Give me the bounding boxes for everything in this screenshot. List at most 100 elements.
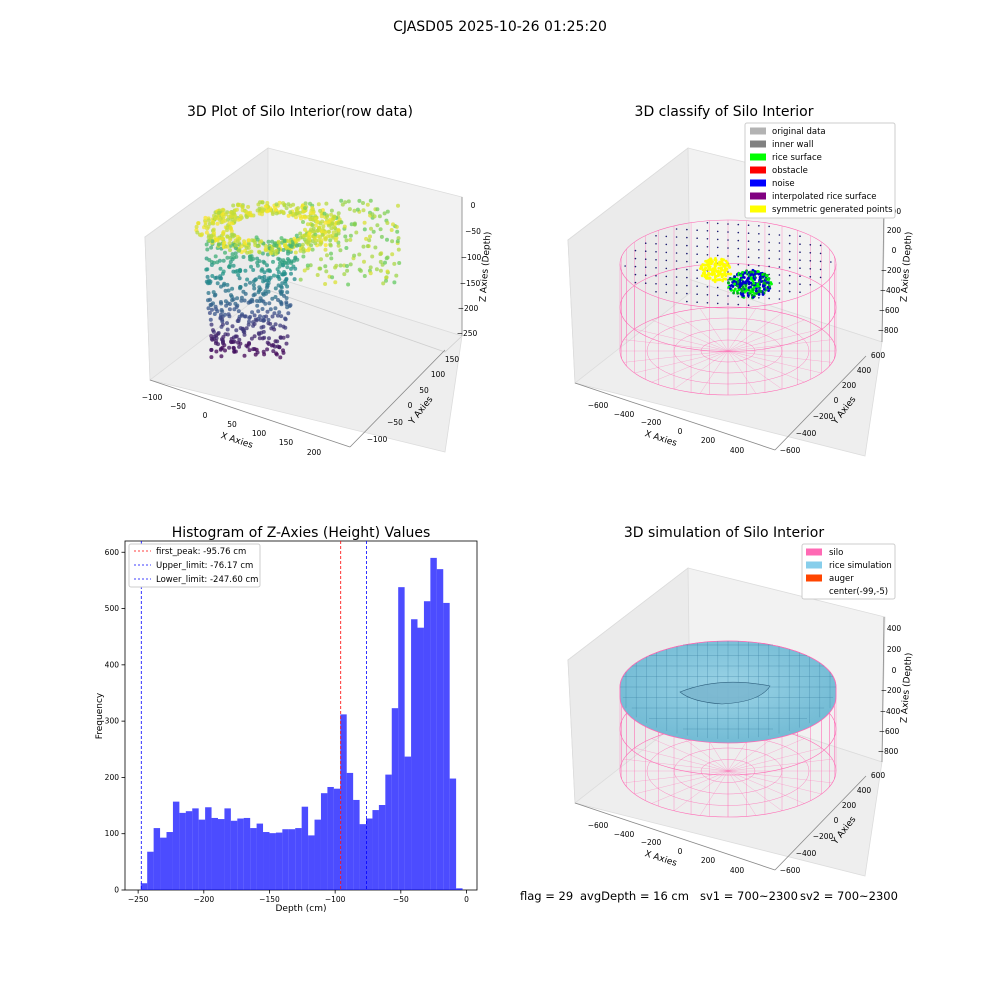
interpolated-point [686,236,688,239]
simulation-xtick: 400 [730,866,745,875]
raw-point [294,243,299,248]
raw-point [331,235,336,240]
simulation-z-ticks: 400 200 0 −200 −400 −600 −800 [878,624,902,756]
raw-ytick: 100 [431,370,446,379]
rice-surface-point [750,293,754,297]
raw-point [384,278,388,283]
interpolated-point [675,284,678,286]
raw-point [229,232,234,237]
raw-point [207,238,212,243]
raw-point [278,335,283,340]
classify-ytick: 600 [871,351,886,360]
symmetric-point [723,266,727,270]
interpolated-point [675,228,678,230]
raw-point [254,235,259,240]
raw-point [277,345,282,350]
raw-point [313,223,318,228]
histogram-bar [333,788,341,890]
raw-point [265,347,270,352]
interpolated-point [727,247,729,249]
symmetric-point [716,270,720,274]
interpolated-point [716,238,719,241]
raw-point [269,343,274,348]
interpolated-point [799,259,801,262]
rice-surface-point [747,280,751,284]
raw-point [371,229,376,234]
classify-ztick: −400 [880,286,901,295]
raw-point [330,275,335,280]
rice-surface-point [763,281,767,285]
raw-point [229,229,234,234]
raw-point [292,277,297,282]
raw-point [365,202,370,207]
raw-point [214,275,219,280]
interpolated-point [686,268,688,271]
interpolated-point [819,244,822,247]
raw-point [357,198,362,203]
raw-point [257,336,262,341]
legend-label-symmetric: symmetric generated points [772,205,893,215]
raw-point [220,345,225,350]
interpolated-point [696,285,698,288]
histogram-ytick-label: 500 [105,604,120,613]
raw-point [276,270,281,275]
legend-swatch-silo [806,548,822,556]
raw-point [213,304,218,309]
raw-point [323,230,328,235]
raw-point [235,239,240,244]
interpolated-point [706,222,709,224]
raw-point [333,280,338,285]
interpolated-point [644,242,647,244]
classify-ytick: −200 [813,412,834,421]
interpolated-point [655,291,657,293]
raw-point [268,251,273,256]
rice-surface-point [741,285,745,289]
interpolated-point [758,241,760,243]
interpolated-point [788,250,791,253]
raw-point [243,268,248,273]
histogram-bar [320,793,328,890]
interpolated-point [727,271,729,273]
raw-point [296,206,300,211]
interpolated-point [758,233,760,235]
classify-ytick: 200 [842,381,857,390]
rice-surface-point [754,289,758,293]
raw-point [265,309,270,314]
classify-xtick: −600 [588,401,609,410]
interpolated-point [819,260,822,263]
interpolated-point [809,284,812,286]
interpolated-point [799,243,801,245]
histogram-title: Histogram of Z-Axies (Height) Values [172,525,431,541]
raw-point [209,347,214,352]
raw-point [298,248,303,253]
histogram-bar [449,778,457,890]
histogram-bar [166,832,173,890]
raw-point [330,221,335,226]
raw-point [293,255,298,260]
classify-panel-title: 3D classify of Silo Interior [635,104,814,120]
raw-point [253,317,258,322]
interpolated-point [686,292,688,295]
raw-point [346,282,351,287]
raw-point [271,210,276,215]
rice-surface-point [740,290,744,293]
interpolated-point [644,258,647,261]
raw-point [260,200,265,205]
raw-point [228,225,233,230]
raw-point [292,236,297,241]
raw-point [273,286,278,291]
histogram-bar [263,832,270,890]
raw-point [237,269,242,274]
rice-surface-point [733,287,737,291]
interpolated-point [727,295,729,297]
raw-point [309,243,314,248]
raw-point [230,324,235,329]
interpolated-point [665,235,668,238]
interpolated-point [727,239,729,241]
interpolated-point [778,274,781,276]
raw-point [265,282,270,287]
raw-point [306,240,311,245]
raw-point [204,242,209,247]
symmetric-point [710,262,713,266]
silo-floor-ring [646,317,810,385]
